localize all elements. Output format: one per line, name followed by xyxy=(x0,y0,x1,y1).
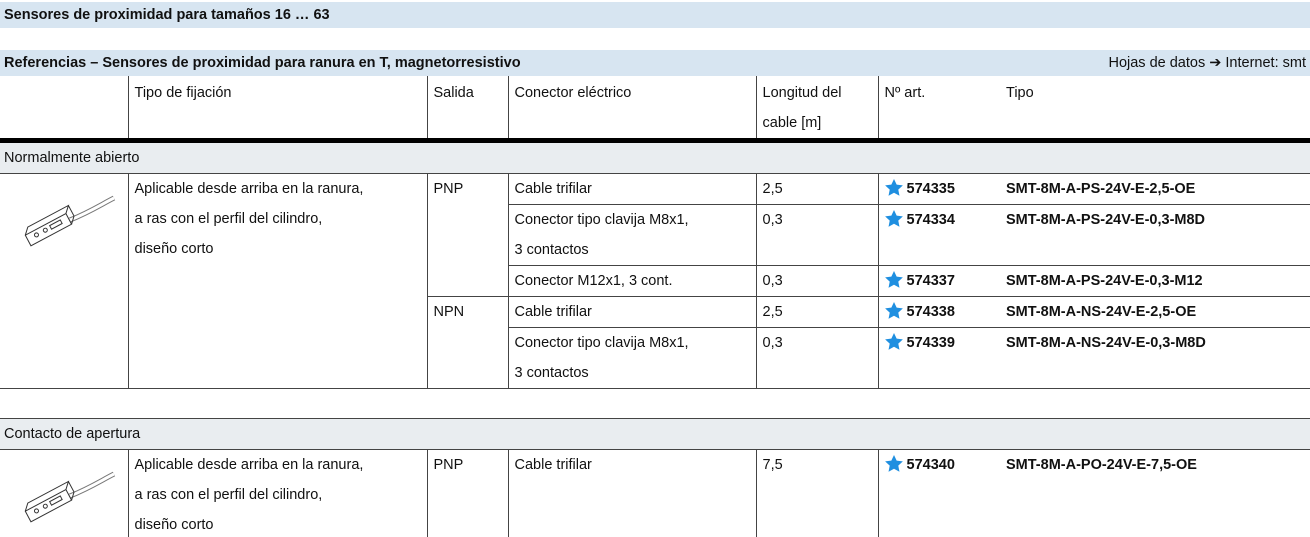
part-number-text: 574338 xyxy=(906,304,955,320)
section-title: Normalmente abierto xyxy=(0,140,1310,174)
text-line: a ras con el perfil del cilindro, xyxy=(134,211,323,227)
connector: Conector M12x1, 3 cont. xyxy=(507,265,757,297)
part-number-text: 574339 xyxy=(906,335,955,351)
cable-length: 2,5 xyxy=(755,296,879,328)
connector: Cable trifilar xyxy=(507,296,757,328)
header-cell xyxy=(0,76,129,143)
type-code: SMT-8M-A-PS-24V-E-2,5-OE xyxy=(1000,173,1310,205)
part-number: 574338 xyxy=(877,296,1000,328)
type-code: SMT-8M-A-NS-24V-E-2,5-OE xyxy=(1000,296,1310,328)
column-header: Salida xyxy=(426,76,509,143)
output: PNP xyxy=(426,173,509,297)
product-row: Aplicable desde arriba en la ranura, a ra… xyxy=(0,173,1310,389)
section-title: Contacto de apertura xyxy=(0,418,1310,450)
datasheet-link[interactable]: Hojas de datos ➔ Internet: smt xyxy=(1108,55,1306,71)
part-number-text: 574335 xyxy=(906,181,955,197)
spacer-cell xyxy=(0,388,1310,419)
column-header: Nº art. xyxy=(877,76,1000,143)
part-number: 574337 xyxy=(877,265,1000,297)
header-row: Tipo de fijación Salida Conector eléctrico… xyxy=(0,76,1310,143)
type-code: SMT-8M-A-NS-24V-E-0,3-M8D xyxy=(1000,327,1310,389)
section-bar: Referencias – Sensores de proximidad par… xyxy=(0,50,1310,76)
image-cell xyxy=(0,173,129,389)
text-line: Cable trifilar xyxy=(514,457,592,473)
section-title: Referencias – Sensores de proximidad par… xyxy=(4,55,521,71)
part-number: 574340 xyxy=(877,449,1000,537)
connector: Conector tipo clavija M8x1, 3 contactos xyxy=(507,327,757,389)
text-line: 3 contactos xyxy=(514,365,589,381)
type-code: SMT-8M-A-PO-24V-E-7,5-OE xyxy=(1000,449,1310,537)
sensor-icon xyxy=(24,471,116,523)
connector: Conector tipo clavija M8x1, 3 contactos xyxy=(507,204,757,266)
mounting: Aplicable desde arriba en la ranura, a ra… xyxy=(127,449,428,537)
part-number-text: 574337 xyxy=(906,273,955,289)
part-number: 574335 xyxy=(877,173,1000,205)
part-number-text: 574334 xyxy=(906,212,955,228)
text-line: Aplicable desde arriba en la ranura, xyxy=(134,181,364,197)
part-number: 574334 xyxy=(877,204,1000,266)
text-line: a ras con el perfil del cilindro, xyxy=(134,487,323,503)
product-row: Conector tipo clavija M8x1, 3 contactos 0,… xyxy=(0,327,1310,389)
column-header: Tipo de fijación xyxy=(127,76,428,143)
mounting: Aplicable desde arriba en la ranura, a ra… xyxy=(127,173,428,389)
connector: Cable trifilar xyxy=(507,449,757,537)
text-line: 3 contactos xyxy=(514,242,589,258)
star-icon xyxy=(884,333,903,350)
column-header: Longitud del cable [m] xyxy=(755,76,879,143)
star-icon xyxy=(884,302,903,319)
star-icon xyxy=(884,179,903,196)
part-number: 574339 xyxy=(877,327,1000,389)
star-icon xyxy=(884,455,903,472)
text-line: Conector tipo clavija M8x1, xyxy=(514,335,689,351)
cable-length: 0,3 xyxy=(755,204,879,266)
text-line: cable [m] xyxy=(762,115,822,131)
section-row: Normalmente abierto xyxy=(0,140,1310,174)
page-title: Sensores de proximidad para tamaños 16 …… xyxy=(0,2,1310,28)
cable-length: 2,5 xyxy=(755,173,879,205)
cable-length: 0,3 xyxy=(755,265,879,297)
product-table: Tipo de fijación Salida Conector eléctrico… xyxy=(0,76,1310,537)
cable-length: 7,5 xyxy=(755,449,879,537)
spacer-row xyxy=(0,388,1310,419)
product-row: Aplicable desde arriba en la ranura, a ra… xyxy=(0,449,1310,537)
text-line: Cable trifilar xyxy=(514,304,592,320)
column-header: Conector eléctrico xyxy=(507,76,757,143)
star-icon xyxy=(884,210,903,227)
text-line: diseño corto xyxy=(134,517,214,533)
column-header: Tipo xyxy=(1000,76,1310,143)
product-row: NPN Cable trifilar 2,5 574338 SMT-8M-A-NS-24… xyxy=(0,296,1310,389)
type-code: SMT-8M-A-PS-24V-E-0,3-M12 xyxy=(1000,265,1310,297)
part-number-text: 574340 xyxy=(906,457,955,473)
cable-length: 0,3 xyxy=(755,327,879,389)
sensor-icon xyxy=(24,195,116,247)
text-line: Cable trifilar xyxy=(514,181,592,197)
text-line: Aplicable desde arriba en la ranura, xyxy=(134,457,364,473)
image-cell xyxy=(0,449,129,537)
type-code: SMT-8M-A-PS-24V-E-0,3-M8D xyxy=(1000,204,1310,266)
text-line: Conector tipo clavija M8x1, xyxy=(514,212,689,228)
text-line: Conector M12x1, 3 cont. xyxy=(514,273,673,289)
connector: Cable trifilar xyxy=(507,173,757,205)
text-line: Longitud del xyxy=(762,85,842,101)
star-icon xyxy=(884,271,903,288)
output: PNP xyxy=(426,449,509,537)
section-row: Contacto de apertura xyxy=(0,418,1310,450)
text-line: diseño corto xyxy=(134,241,214,257)
output: NPN xyxy=(426,296,509,389)
